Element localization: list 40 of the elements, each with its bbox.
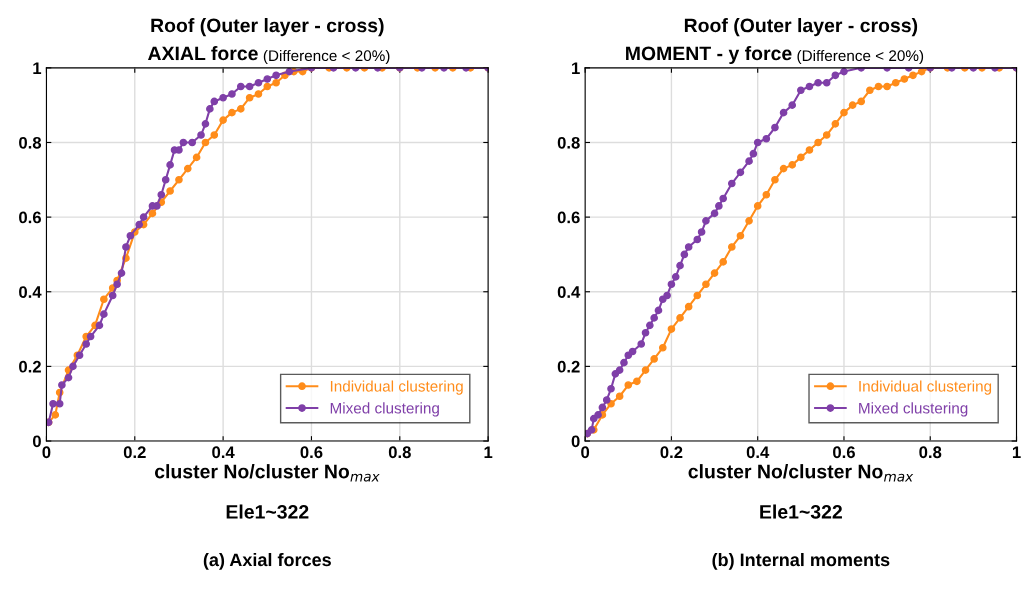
- x-tick-label: 0.8: [388, 446, 411, 459]
- x-tick-label: 0.6: [833, 446, 855, 459]
- x-tick-label: 1: [484, 446, 493, 458]
- text: (a) Axial forces: [203, 552, 331, 570]
- x-tick-label: 0.8: [919, 446, 942, 459]
- y-tick-label: 1: [33, 62, 42, 74]
- text: Ele1~322: [760, 504, 842, 519]
- legend-label: Individual clustering: [330, 380, 463, 395]
- y-tick-label: 0.4: [557, 286, 581, 298]
- x-tick-label: 0.4: [212, 446, 235, 459]
- chart-title: Roof (Outer layer - cross): [151, 18, 384, 37]
- x-tick-label: 0.2: [660, 446, 683, 459]
- x-axis-title: cluster No/cluster No$_{max}$: [154, 464, 380, 482]
- x-tick-label: 0.6: [300, 446, 323, 459]
- y-tick-label: 0: [571, 435, 580, 448]
- text: (Difference < 20%): [797, 49, 924, 65]
- y-tick-label: 0.8: [557, 136, 580, 149]
- legend-label: Mixed clustering: [330, 402, 439, 417]
- y-tick-label: 0: [32, 435, 41, 448]
- text: (b) Internal moments: [712, 552, 890, 570]
- x-axis-title: cluster No/cluster No$_{max}$: [688, 464, 914, 482]
- x-tick-label: 0: [581, 446, 590, 459]
- y-tick-label: 0.4: [19, 286, 42, 298]
- x-tick-label: 0: [42, 446, 51, 459]
- x-tick-label: 0.4: [746, 446, 770, 459]
- text: (Difference < 20%): [263, 49, 390, 65]
- chart-subtitle: MOMENT - y force: [626, 45, 792, 65]
- legend-label: Mixed clustering: [859, 402, 968, 417]
- text: Ele1~322: [226, 504, 309, 519]
- y-tick-label: 0.2: [557, 360, 580, 373]
- x-tick-label: 1: [1012, 446, 1021, 458]
- chart-subtitle: AXIAL force: [148, 45, 258, 61]
- legend-label: Individual clustering: [859, 380, 992, 395]
- y-tick-label: 0.6: [557, 211, 580, 224]
- x-tick-label: 0.2: [123, 446, 146, 459]
- y-tick-label: 1: [572, 62, 580, 74]
- y-tick-label: 0.2: [19, 360, 41, 373]
- y-tick-label: 0.6: [19, 211, 41, 224]
- chart-title: Roof (Outer layer - cross): [684, 18, 918, 37]
- y-tick-label: 0.8: [19, 136, 42, 149]
